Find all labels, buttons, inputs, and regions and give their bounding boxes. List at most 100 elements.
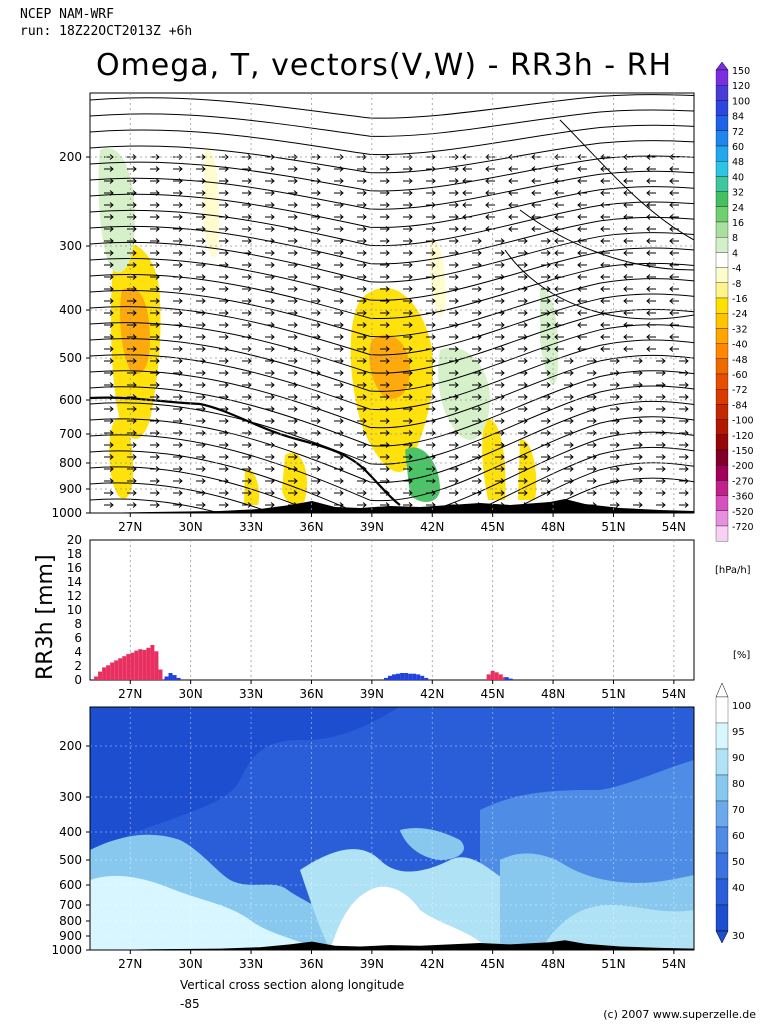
wind-vector-head (224, 478, 229, 484)
wind-vector-head (485, 226, 490, 232)
wind-vector-head (109, 346, 114, 352)
wind-vector-head (577, 154, 582, 160)
colorbar-swatch (715, 525, 729, 542)
wind-vector-head (623, 226, 628, 232)
wind-vector-head (600, 178, 605, 184)
wind-vector-head (293, 262, 298, 268)
temperature-contour (90, 446, 694, 513)
wind-vector-head (247, 418, 252, 424)
wind-vector-head (201, 430, 206, 436)
wind-vector-head (201, 478, 206, 484)
wind-vector-head (201, 298, 206, 304)
wind-vector-head (247, 394, 252, 400)
wind-vector-head (661, 490, 666, 496)
wind-vector-head (454, 166, 459, 172)
wind-vector-head (155, 190, 160, 196)
wind-vector-head (155, 466, 160, 472)
wind-vector-head (454, 310, 459, 316)
wind-vector-head (247, 274, 252, 280)
wind-vector-head (155, 454, 160, 460)
wind-vector-head (362, 478, 367, 484)
wind-vector-head (109, 190, 114, 196)
wind-vector-head (623, 214, 628, 220)
rr3h-bar (110, 662, 115, 680)
wind-vector-head (178, 202, 183, 208)
wind-vector-head (577, 202, 582, 208)
wind-vector-head (477, 370, 482, 376)
wind-vector-head (132, 382, 137, 388)
wind-vector-head (431, 382, 436, 388)
wind-vector-head (270, 274, 275, 280)
wind-vector-head (546, 454, 551, 460)
wind-vector-head (201, 394, 206, 400)
wind-vector-head (684, 394, 689, 400)
x-tick-label: 36N (299, 957, 323, 971)
temperature-contour (90, 278, 694, 338)
wind-vector-head (554, 334, 559, 340)
wind-vector-head (316, 334, 321, 340)
wind-vector-head (362, 358, 367, 364)
wind-vector-head (109, 322, 114, 328)
wind-vector-head (293, 214, 298, 220)
colorbar-label: -150 (732, 446, 754, 457)
wind-vector-head (316, 322, 321, 328)
wind-vector-head (508, 154, 513, 160)
wind-vector-head (155, 502, 160, 508)
wind-vector-head (178, 286, 183, 292)
wind-vector-head (454, 238, 459, 244)
wind-vector-head (431, 250, 436, 256)
wind-vector-head (454, 370, 459, 376)
y-tick-label: 200 (59, 739, 82, 753)
x-tick-label: 30N (179, 687, 203, 701)
rh-frame (89, 706, 695, 951)
wind-vector-head (316, 478, 321, 484)
wind-vector-head (661, 418, 666, 424)
wind-vector-head (408, 430, 413, 436)
rr3h-y-tick-label: 6 (74, 631, 82, 645)
wind-vector-head (523, 418, 528, 424)
temperature-contour (90, 124, 694, 156)
wind-vector-head (431, 394, 436, 400)
x-tick-label: 48N (541, 520, 565, 534)
wind-vector-head (669, 286, 674, 292)
wind-vector-head (669, 178, 674, 184)
rr3h-bar (164, 676, 169, 680)
wind-vector-head (132, 310, 137, 316)
wind-vector-head (408, 274, 413, 280)
wind-vector-head (661, 370, 666, 376)
colorbar-label: 24 (732, 203, 744, 214)
wind-vector-head (362, 298, 367, 304)
wind-vector-head (600, 214, 605, 220)
wind-vector-head (155, 154, 160, 160)
wind-vector-head (224, 274, 229, 280)
temperature-contour (90, 354, 694, 429)
wind-vector-head (362, 346, 367, 352)
caption-line1: Vertical cross section along longitude (180, 978, 405, 992)
wind-vector-head (316, 490, 321, 496)
wind-vector-head (546, 490, 551, 496)
wind-vector-head (178, 322, 183, 328)
colorbar-swatch (715, 267, 729, 283)
wind-vector-head (646, 310, 651, 316)
wind-vector-head (546, 418, 551, 424)
wind-vector-head (109, 502, 114, 508)
wind-vector-head (638, 418, 643, 424)
wind-vector-head (201, 418, 206, 424)
wind-vector-head (431, 358, 436, 364)
wind-vector-head (362, 178, 367, 184)
wind-vector-head (316, 394, 321, 400)
wind-vector-head (646, 226, 651, 232)
colorbar-swatch (715, 206, 729, 223)
wind-vector-head (178, 298, 183, 304)
wind-vector-head (132, 250, 137, 256)
colorbar-label: -16 (732, 294, 748, 305)
wind-vector-head (431, 298, 436, 304)
rr3h-bar (408, 673, 413, 680)
colorbar-label: -270 (732, 476, 754, 487)
wind-vector-head (385, 334, 390, 340)
temperature-contour (90, 462, 694, 513)
x-tick-label: 51N (601, 687, 625, 701)
wind-vector-head (554, 322, 559, 328)
wind-vector-head (362, 370, 367, 376)
wind-vector-head (623, 250, 628, 256)
